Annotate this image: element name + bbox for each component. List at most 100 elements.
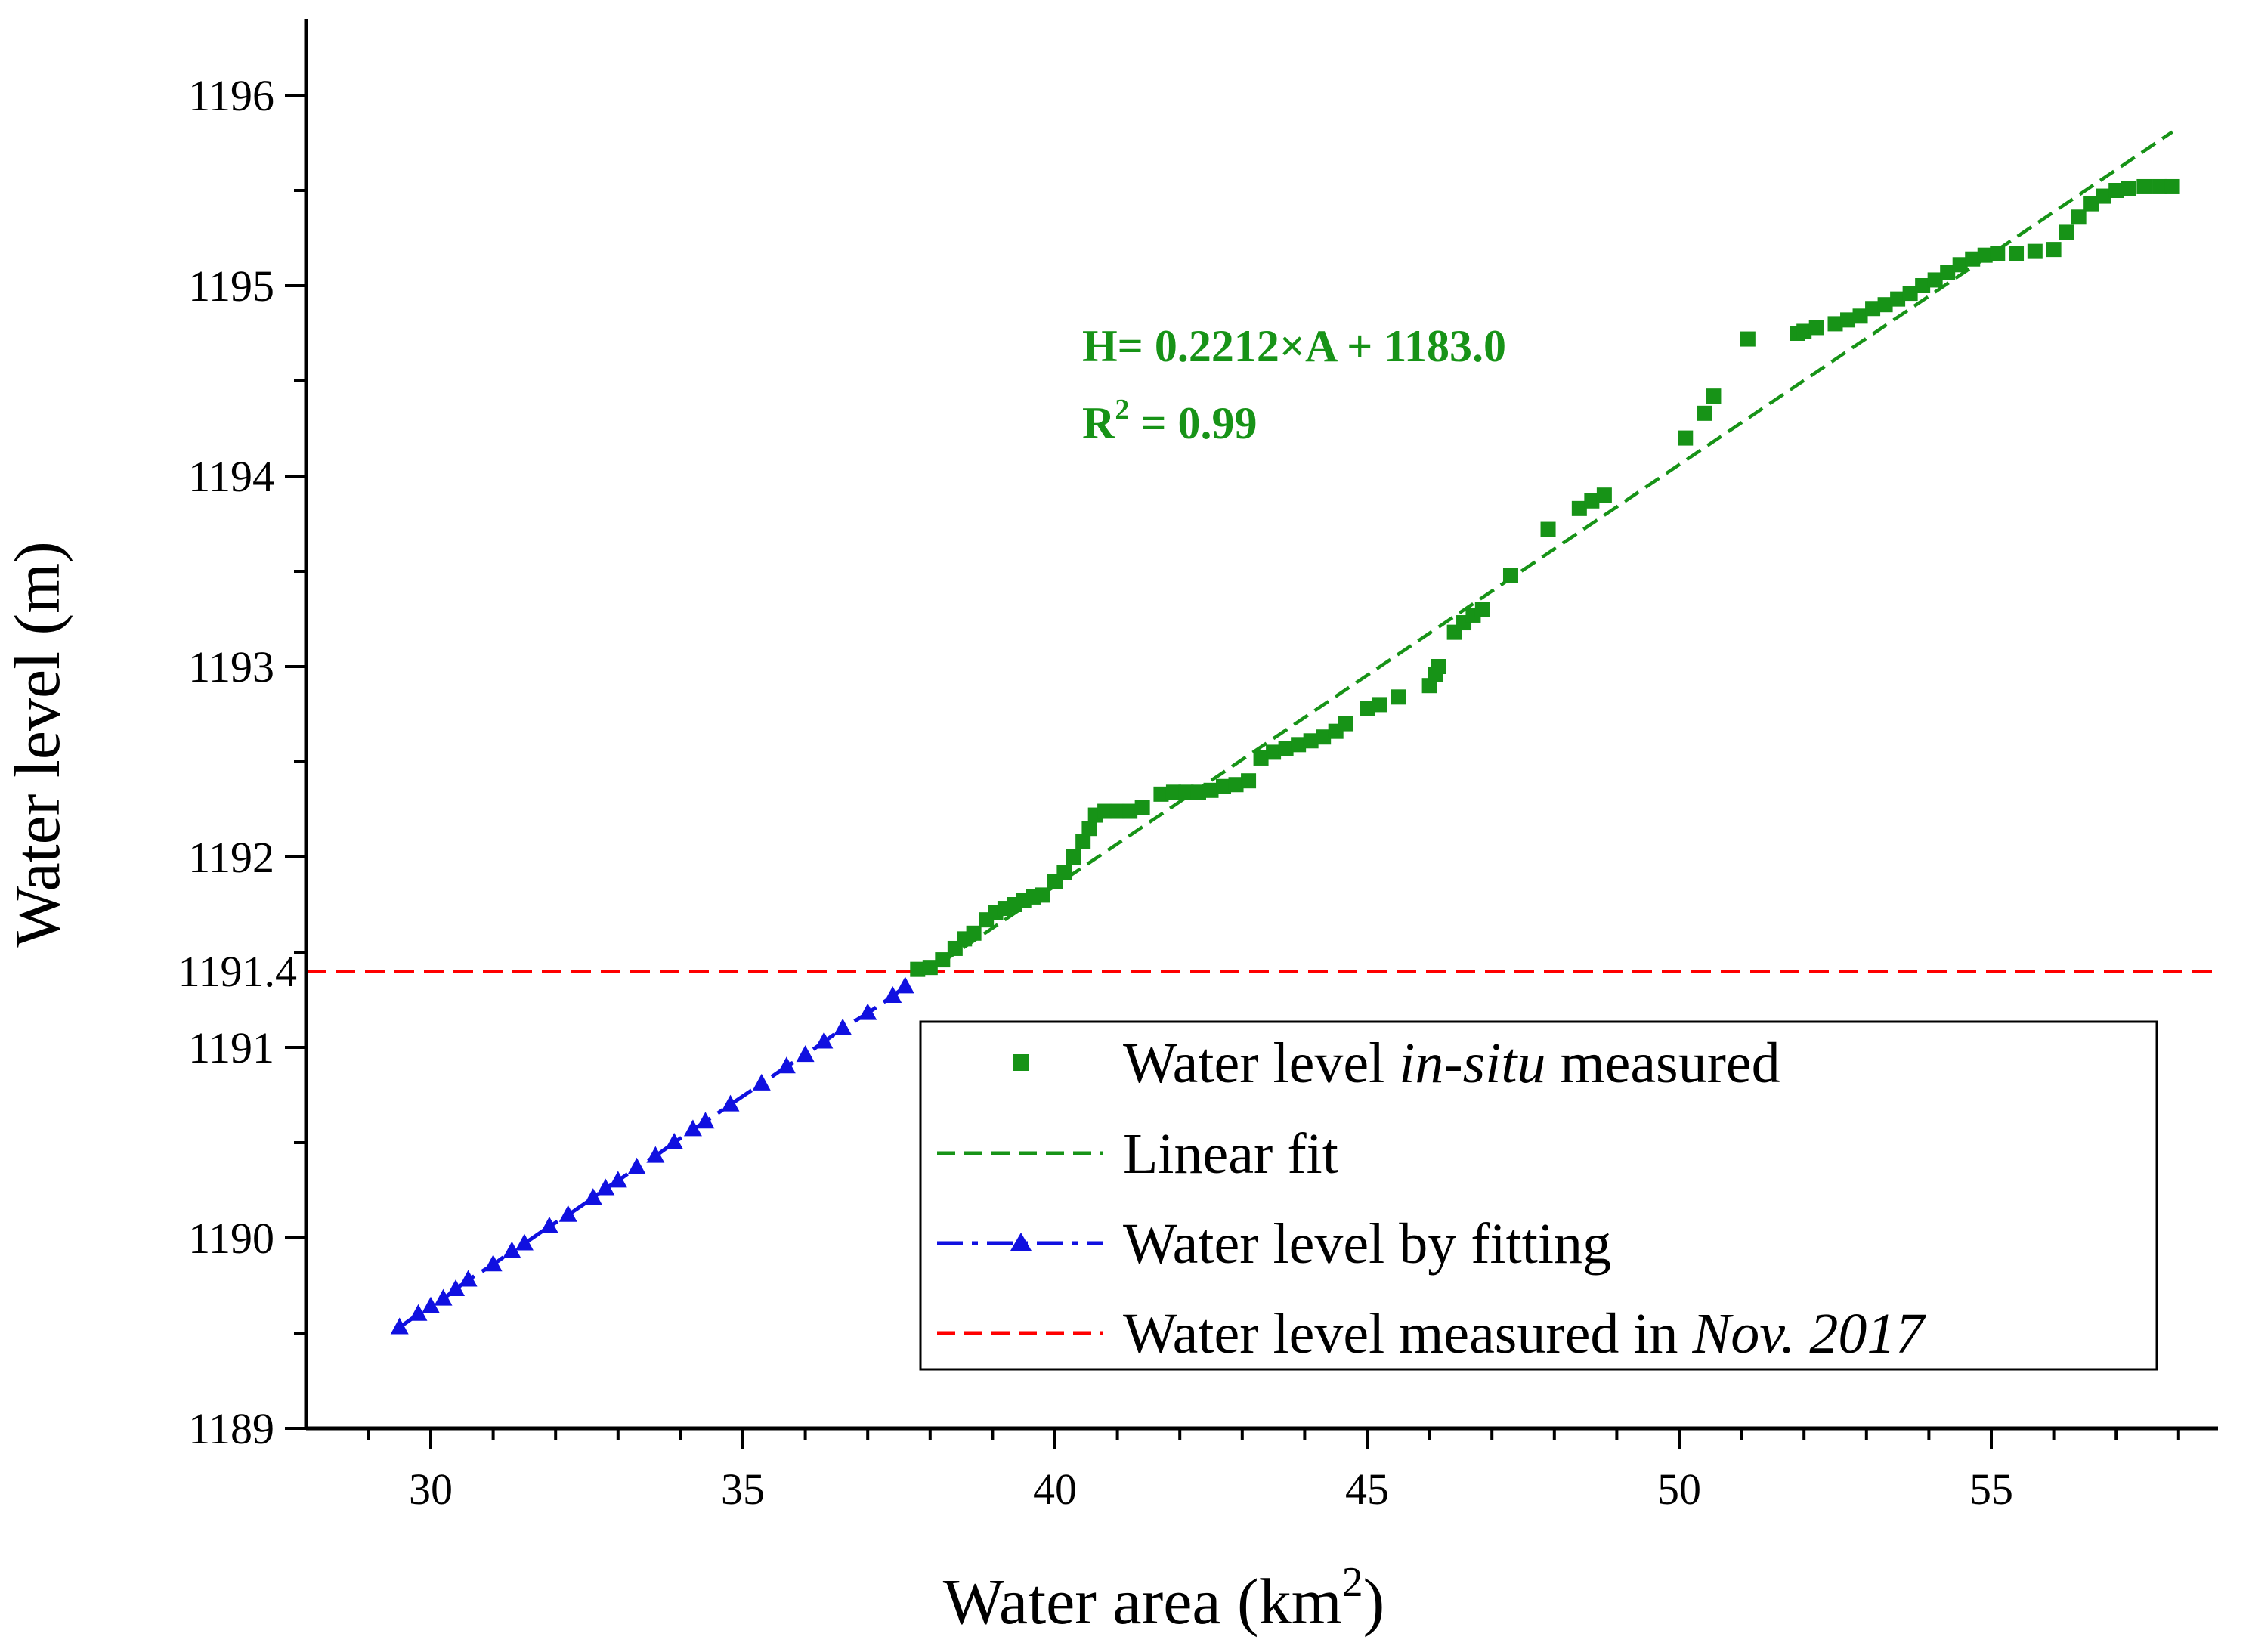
measured-point bbox=[1165, 784, 1181, 800]
fitted-point bbox=[683, 1119, 702, 1137]
y-tick-label: 1193 bbox=[188, 642, 274, 691]
measured-point bbox=[1808, 320, 1824, 336]
fitted-point bbox=[422, 1296, 440, 1313]
fitted-point bbox=[484, 1254, 503, 1272]
measured-point bbox=[1940, 265, 1956, 280]
y-tick-label: 1196 bbox=[188, 71, 274, 120]
measured-point bbox=[1596, 487, 1612, 503]
fitted-point bbox=[883, 985, 902, 1003]
regression-equation: H= 0.2212×A + 1183.0 bbox=[1082, 321, 1506, 371]
legend-item-nov2017: Water level measured in Nov. 2017 bbox=[937, 1302, 1926, 1366]
measured-point bbox=[1228, 777, 1244, 793]
measured-point bbox=[2096, 188, 2111, 204]
measured-point bbox=[1134, 800, 1150, 815]
fitted-point bbox=[665, 1133, 684, 1149]
measured-point bbox=[922, 960, 938, 976]
x-tick-label: 45 bbox=[1345, 1465, 1389, 1514]
x-tick-label: 55 bbox=[1969, 1465, 2013, 1514]
measured-point bbox=[1253, 750, 1269, 766]
measured-point bbox=[1852, 308, 1868, 324]
measured-point bbox=[1740, 331, 1756, 347]
measured-point bbox=[2009, 246, 2025, 261]
measured-point bbox=[1097, 803, 1113, 819]
measured-point bbox=[1391, 689, 1406, 705]
measured-point bbox=[2071, 209, 2087, 225]
y-tick-label-highlight: 1191.4 bbox=[178, 947, 297, 996]
fitted-point bbox=[721, 1094, 740, 1112]
fitted-point bbox=[646, 1146, 665, 1163]
axes bbox=[304, 19, 2218, 1431]
x-tick-label: 40 bbox=[1033, 1465, 1077, 1514]
x-tick-label: 50 bbox=[1657, 1465, 1701, 1514]
measured-point bbox=[1075, 834, 1091, 849]
fitted-point bbox=[796, 1045, 815, 1063]
measured-point bbox=[910, 961, 926, 977]
measured-point bbox=[2083, 196, 2099, 212]
measured-point bbox=[1303, 733, 1319, 749]
fitted-point bbox=[896, 976, 914, 994]
measured-point bbox=[1474, 602, 1490, 617]
measured-point bbox=[1081, 821, 1097, 837]
measured-point bbox=[1203, 782, 1219, 798]
measured-point bbox=[1190, 784, 1206, 800]
measured-point bbox=[2121, 181, 2136, 196]
y-tick-label: 1190 bbox=[188, 1214, 274, 1263]
measured-point bbox=[1571, 500, 1587, 516]
measured-point bbox=[2027, 243, 2043, 259]
measured-point bbox=[1902, 286, 1918, 302]
measured-point bbox=[2108, 183, 2124, 198]
measured-point bbox=[1827, 316, 1843, 332]
measured-point bbox=[1952, 257, 1968, 273]
measured-point bbox=[2136, 178, 2152, 194]
legend-label-nov2017: Water level measured in Nov. 2017 bbox=[1123, 1302, 1926, 1366]
measured-point bbox=[1678, 430, 1694, 446]
fitted-point bbox=[409, 1304, 428, 1321]
legend: Water level in-situ measured Linear fit … bbox=[919, 1020, 2158, 1371]
measured-point bbox=[1360, 701, 1375, 716]
measured-point bbox=[1278, 741, 1294, 756]
x-axis-title: Water area (km2) bbox=[943, 1559, 1384, 1638]
y-tick-label: 1191 bbox=[188, 1023, 274, 1072]
r-squared: R2 = 0.99 bbox=[1082, 394, 1258, 448]
y-tick-label: 1189 bbox=[188, 1404, 274, 1453]
legend-marker-triangle bbox=[1010, 1233, 1032, 1251]
measured-point bbox=[1216, 778, 1232, 794]
legend-item-measured: Water level in-situ measured bbox=[1013, 1032, 1780, 1095]
legend-label-linear-fit: Linear fit bbox=[1123, 1122, 1338, 1186]
y-tick-label: 1195 bbox=[188, 261, 274, 311]
measured-point bbox=[1109, 803, 1125, 819]
fitted-point bbox=[434, 1288, 453, 1306]
fitted-point bbox=[390, 1317, 409, 1335]
fitted-point bbox=[627, 1157, 646, 1174]
measured-point bbox=[1706, 388, 1722, 404]
measured-point bbox=[1927, 272, 1943, 288]
fitted-point bbox=[459, 1270, 478, 1287]
measured-point bbox=[1421, 678, 1437, 694]
measured-point bbox=[1915, 278, 1931, 293]
measured-point bbox=[2046, 242, 2062, 258]
measured-point bbox=[1241, 773, 1257, 789]
measured-point bbox=[1990, 246, 2006, 261]
x-tick-label: 30 bbox=[409, 1465, 453, 1514]
y-tick-label: 1194 bbox=[188, 452, 274, 501]
legend-label-measured: Water level in-situ measured bbox=[1123, 1032, 1780, 1095]
fitted-point bbox=[696, 1112, 715, 1129]
measured-point bbox=[1840, 312, 1856, 328]
regression-annotation: H= 0.2212×A + 1183.0 R2 = 0.99 bbox=[1082, 321, 1506, 448]
legend-box bbox=[919, 1020, 2158, 1371]
legend-marker-square bbox=[1013, 1054, 1029, 1071]
measured-point bbox=[1877, 297, 1893, 313]
fitted-series-line bbox=[398, 985, 907, 1329]
measured-point bbox=[966, 925, 982, 941]
measured-point bbox=[1584, 493, 1600, 509]
fitted-point bbox=[503, 1241, 521, 1258]
measured-point bbox=[1056, 865, 1072, 880]
legend-item-fitted: Water level by fitting bbox=[937, 1212, 1611, 1276]
y-tick-label: 1192 bbox=[188, 833, 274, 882]
measured-point bbox=[1316, 729, 1332, 745]
fitted-point bbox=[596, 1178, 615, 1196]
measured-point bbox=[2164, 178, 2180, 194]
measured-point bbox=[935, 952, 951, 968]
measured-point bbox=[1266, 744, 1282, 760]
